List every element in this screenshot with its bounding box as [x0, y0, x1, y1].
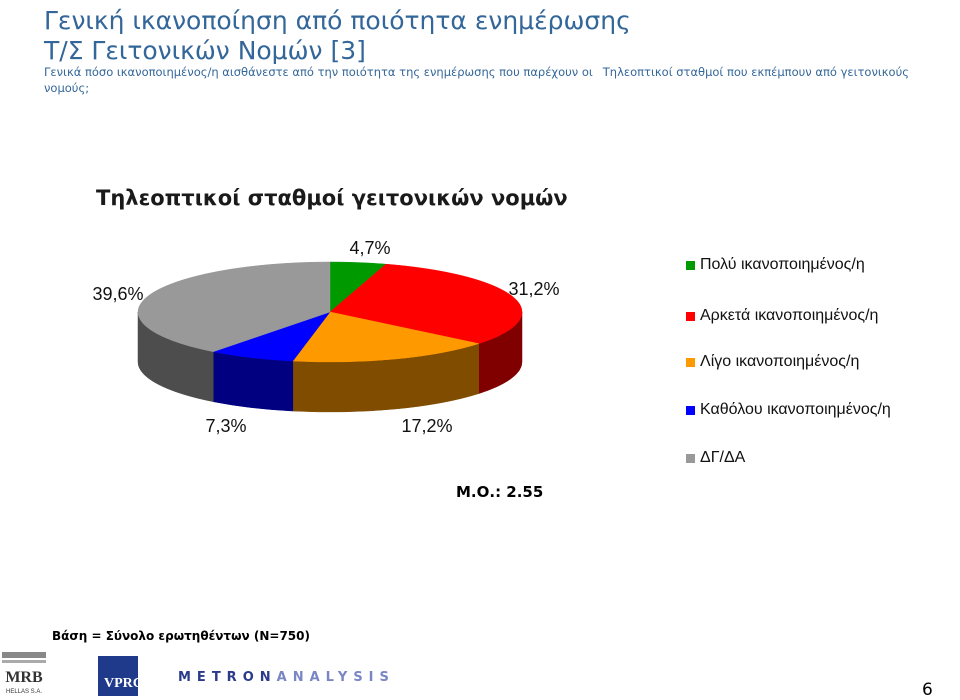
metron-logo-text: METRON — [178, 670, 277, 685]
legend-swatch-4 — [686, 454, 695, 463]
vprc-logo-text: VPRC — [104, 676, 143, 691]
legend-label-3: Καθόλου ικανοποιημένος/η — [700, 401, 891, 418]
pie-label-1: 31,2% — [508, 279, 559, 299]
pie-label-0: 4,7% — [349, 238, 390, 258]
pie-label-4: 39,6% — [92, 284, 143, 304]
analysis-logo-text: ANALYSIS — [276, 670, 395, 685]
page-number: 6 — [922, 680, 933, 700]
mrb-logo: MRB HELLAS S.A. — [2, 652, 46, 695]
title-line-1: Γενική ικανοποίηση από ποιότητα ενημέρωσ… — [44, 6, 631, 35]
mrb-logo-text: MRB — [5, 669, 43, 686]
chart-title: Τηλεοπτικοί σταθμοί γειτονικών νομών — [96, 186, 568, 210]
mrb-logo-subtext: HELLAS S.A. — [6, 689, 42, 695]
legend-label-0: Πολύ ικανοποιημένος/η — [700, 256, 865, 273]
pie-label-2: 17,2% — [401, 416, 452, 436]
title-line-2: Τ/Σ Γειτονικών Νομών [3] — [44, 36, 366, 65]
legend-label-4: ΔΓ/ΔΑ — [700, 449, 746, 466]
pie-slice-side-3 — [213, 351, 294, 412]
legend-swatch-2 — [686, 358, 695, 367]
pie-slice-1 — [329, 263, 523, 344]
mean-score: Μ.Ο.: 2.55 — [456, 483, 544, 501]
legend-label-1: Αρκετά ικανοποιημένος/η — [700, 307, 879, 324]
legend-swatch-3 — [686, 406, 695, 415]
metron-analysis-logo: METRONANALYSIS — [178, 670, 395, 685]
legend-swatch-0 — [686, 261, 695, 270]
base-note: Βάση = Σύνολο ερωτηθέντων (N=750) — [52, 629, 310, 643]
pie-label-3: 7,3% — [205, 416, 246, 436]
vprc-logo: VPRC — [98, 656, 143, 696]
pie-slice-4 — [137, 261, 331, 352]
legend-label-2: Λίγο ικανοποιημένος/η — [700, 353, 860, 370]
question-text-1: Γενικά πόσο ικανοποιημένος/η αισθάνεστε … — [44, 65, 593, 79]
legend-swatch-1 — [686, 312, 695, 321]
page-title: Γενική ικανοποίηση από ποιότητα ενημέρωσ… — [44, 6, 631, 66]
question-text-2: Τηλεοπτικοί σταθμοί που εκπέμπουν από γε… — [44, 65, 909, 95]
pie-slice-2 — [292, 311, 480, 363]
survey-question: Γενικά πόσο ικανοποιημένος/η αισθάνεστε … — [44, 64, 944, 96]
